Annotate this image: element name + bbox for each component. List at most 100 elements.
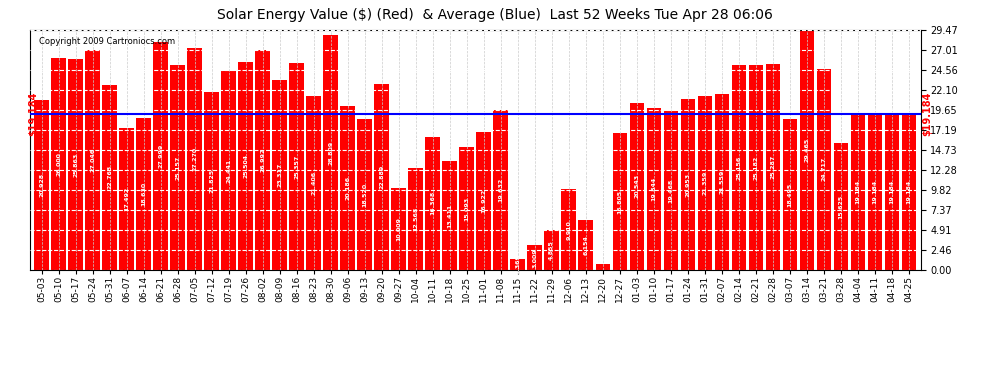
Text: 17.492: 17.492 (124, 187, 129, 211)
Bar (765, 64, 780, 270)
Text: Solar Energy Value ($) (Red)  & Average (Blue)  Last 52 Weeks Tue Apr 28 06:06: Solar Energy Value ($) (Red) & Average (… (217, 8, 773, 21)
Text: 21.359: 21.359 (702, 171, 707, 195)
Text: 13.411: 13.411 (447, 203, 452, 228)
Text: 16.368: 16.368 (431, 191, 436, 216)
Bar (426, 137, 440, 270)
Text: 19.184: 19.184 (855, 180, 860, 204)
Text: 18.630: 18.630 (142, 182, 147, 206)
Text: 22.889: 22.889 (379, 165, 384, 189)
Bar (204, 92, 219, 270)
Bar (817, 69, 831, 270)
Text: 4.855: 4.855 (549, 240, 554, 260)
Text: 18.495: 18.495 (787, 183, 792, 207)
Text: 21.825: 21.825 (209, 169, 214, 193)
Text: 10.009: 10.009 (396, 217, 401, 241)
Bar (307, 96, 321, 270)
Text: 25.182: 25.182 (753, 155, 758, 180)
Text: 28.809: 28.809 (328, 141, 334, 165)
Bar (561, 189, 576, 270)
Text: 27.270: 27.270 (192, 147, 197, 171)
Text: $19.184: $19.184 (923, 92, 933, 136)
Bar (374, 84, 389, 270)
Bar (35, 100, 49, 270)
Text: 23.317: 23.317 (277, 163, 282, 187)
Text: 15.093: 15.093 (464, 196, 469, 220)
Bar (222, 71, 236, 270)
Text: 15.625: 15.625 (839, 194, 843, 219)
Bar (324, 35, 338, 270)
Bar (493, 110, 508, 270)
Text: 16.922: 16.922 (481, 189, 486, 213)
Bar (357, 119, 372, 270)
Bar (578, 220, 593, 270)
Bar (137, 118, 150, 270)
Text: 3.009: 3.009 (533, 248, 538, 267)
Bar (646, 108, 661, 270)
Text: 19.184: 19.184 (872, 180, 877, 204)
Bar (68, 59, 83, 270)
Bar (732, 65, 746, 270)
Text: 1.369: 1.369 (515, 255, 520, 274)
Text: 24.717: 24.717 (822, 157, 827, 182)
Text: 21.406: 21.406 (311, 171, 316, 195)
Text: 19.184: 19.184 (906, 180, 912, 204)
Bar (459, 147, 474, 270)
Text: 12.568: 12.568 (413, 207, 418, 231)
Text: 19.632: 19.632 (498, 178, 503, 202)
Text: 25.504: 25.504 (244, 154, 248, 178)
Bar (153, 42, 168, 270)
Bar (902, 114, 916, 270)
Text: 9.910: 9.910 (566, 220, 571, 240)
Bar (834, 143, 848, 270)
Text: 19.468: 19.468 (668, 178, 673, 203)
Text: 16.805: 16.805 (617, 189, 623, 214)
Bar (596, 264, 610, 270)
Text: 27.046: 27.046 (90, 148, 95, 172)
Text: 20.186: 20.186 (346, 176, 350, 200)
Text: 20.928: 20.928 (39, 173, 45, 197)
Bar (85, 50, 100, 270)
Text: 24.441: 24.441 (226, 158, 231, 183)
Bar (443, 161, 457, 270)
Text: 25.863: 25.863 (73, 153, 78, 177)
Text: Copyright 2009 Cartroniocs.com: Copyright 2009 Cartroniocs.com (39, 37, 175, 46)
Bar (511, 259, 525, 270)
Text: 26.992: 26.992 (260, 148, 265, 172)
Text: 25.287: 25.287 (770, 155, 775, 179)
Text: $19.184: $19.184 (28, 92, 38, 136)
Bar (867, 114, 882, 270)
Bar (170, 65, 185, 270)
Bar (715, 94, 729, 270)
Bar (748, 65, 763, 270)
Bar (885, 114, 899, 270)
Bar (102, 85, 117, 270)
Bar (544, 231, 559, 270)
Text: 25.157: 25.157 (175, 155, 180, 180)
Bar (630, 103, 644, 270)
Text: 21.559: 21.559 (720, 170, 725, 194)
Bar (613, 133, 627, 270)
Bar (120, 128, 134, 270)
Text: 29.465: 29.465 (804, 138, 809, 162)
Bar (680, 99, 695, 270)
Bar (239, 62, 252, 270)
Bar (187, 48, 202, 270)
Text: 22.763: 22.763 (107, 165, 112, 189)
Bar (341, 106, 354, 270)
Bar (272, 80, 287, 270)
Text: 27.999: 27.999 (158, 144, 163, 168)
Text: 18.520: 18.520 (362, 183, 367, 207)
Bar (51, 58, 65, 270)
Bar (289, 63, 304, 270)
Text: 25.357: 25.357 (294, 154, 299, 179)
Bar (663, 111, 678, 270)
Text: 6.154: 6.154 (583, 235, 588, 255)
Text: 26.000: 26.000 (56, 152, 61, 176)
Bar (782, 119, 797, 270)
Text: 20.953: 20.953 (685, 172, 690, 197)
Text: 19.184: 19.184 (889, 180, 894, 204)
Text: 25.156: 25.156 (737, 156, 742, 180)
Text: 20.543: 20.543 (635, 174, 640, 198)
Bar (528, 246, 542, 270)
Bar (800, 30, 814, 270)
